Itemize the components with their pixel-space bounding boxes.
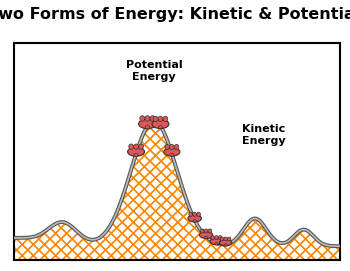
Ellipse shape <box>139 119 156 129</box>
Ellipse shape <box>129 144 133 149</box>
Ellipse shape <box>211 236 215 240</box>
Ellipse shape <box>224 244 227 246</box>
Ellipse shape <box>197 212 201 217</box>
Ellipse shape <box>158 126 163 129</box>
Ellipse shape <box>189 212 192 217</box>
Ellipse shape <box>218 236 222 240</box>
Ellipse shape <box>153 116 158 121</box>
Ellipse shape <box>208 229 212 233</box>
Ellipse shape <box>219 239 232 246</box>
Ellipse shape <box>163 116 168 121</box>
Ellipse shape <box>170 144 174 150</box>
Text: Potential
Energy: Potential Energy <box>126 60 182 82</box>
Ellipse shape <box>200 229 204 233</box>
Ellipse shape <box>165 144 169 150</box>
Ellipse shape <box>139 144 143 149</box>
Ellipse shape <box>220 237 224 241</box>
Ellipse shape <box>228 237 231 241</box>
Ellipse shape <box>158 116 163 121</box>
Ellipse shape <box>215 243 218 245</box>
Ellipse shape <box>140 116 145 121</box>
Ellipse shape <box>188 215 201 222</box>
Ellipse shape <box>204 236 208 239</box>
Ellipse shape <box>152 120 169 128</box>
Ellipse shape <box>193 212 197 217</box>
Ellipse shape <box>170 153 174 156</box>
Text: Two Forms of Energy: Kinetic & Potential: Two Forms of Energy: Kinetic & Potential <box>0 7 350 22</box>
Text: Kinetic
Energy: Kinetic Energy <box>242 124 286 146</box>
Ellipse shape <box>174 144 179 150</box>
Ellipse shape <box>204 229 208 233</box>
Ellipse shape <box>134 153 138 156</box>
Ellipse shape <box>128 147 145 156</box>
Ellipse shape <box>224 237 227 241</box>
Ellipse shape <box>210 238 223 245</box>
Ellipse shape <box>150 116 155 121</box>
Ellipse shape <box>145 126 150 129</box>
Ellipse shape <box>134 144 139 149</box>
Ellipse shape <box>215 236 218 240</box>
Ellipse shape <box>145 116 150 121</box>
Ellipse shape <box>164 148 180 156</box>
Ellipse shape <box>193 220 196 222</box>
Ellipse shape <box>199 231 213 238</box>
